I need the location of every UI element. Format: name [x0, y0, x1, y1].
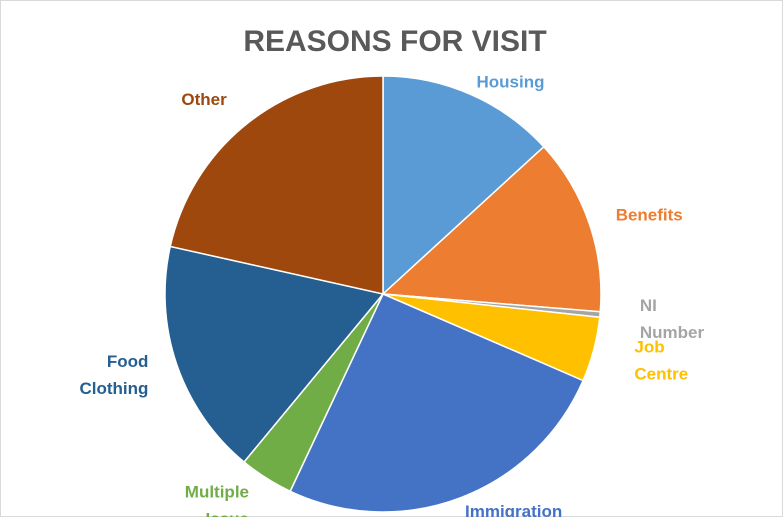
- label-other: Other: [181, 90, 227, 109]
- label-line: Number: [640, 323, 705, 342]
- slice-other: [169, 75, 384, 295]
- label-line: Issue: [206, 510, 249, 517]
- label-line: Benefits: [616, 205, 683, 224]
- label-line: Clothing: [79, 379, 148, 398]
- label-immigration: Immigration: [465, 502, 562, 517]
- slice-immigration: [289, 293, 585, 513]
- pie-slices: [164, 75, 602, 513]
- label-housing: Housing: [477, 73, 545, 92]
- slice-benefits: [381, 145, 602, 313]
- label-line: Food: [107, 352, 149, 371]
- label-multiple-issue: Multiple Issue: [185, 483, 249, 517]
- label-line: Housing: [477, 73, 545, 92]
- label-ni-number: NI Number: [640, 296, 705, 342]
- label-line: Centre: [634, 365, 688, 384]
- label-line: Other: [181, 90, 227, 109]
- label-job-centre: Job Centre: [634, 338, 688, 384]
- label-line: Multiple: [185, 483, 249, 502]
- slice-housing: [382, 75, 545, 296]
- label-line: Immigration: [465, 502, 562, 517]
- label-line: NI: [640, 296, 657, 315]
- label-food-clothing: Food Clothing: [79, 352, 148, 398]
- label-benefits: Benefits: [616, 205, 683, 224]
- chart-title: REASONS FOR VISIT: [243, 25, 546, 58]
- label-line: Job: [634, 338, 664, 357]
- slice-food-clothing: [164, 245, 385, 464]
